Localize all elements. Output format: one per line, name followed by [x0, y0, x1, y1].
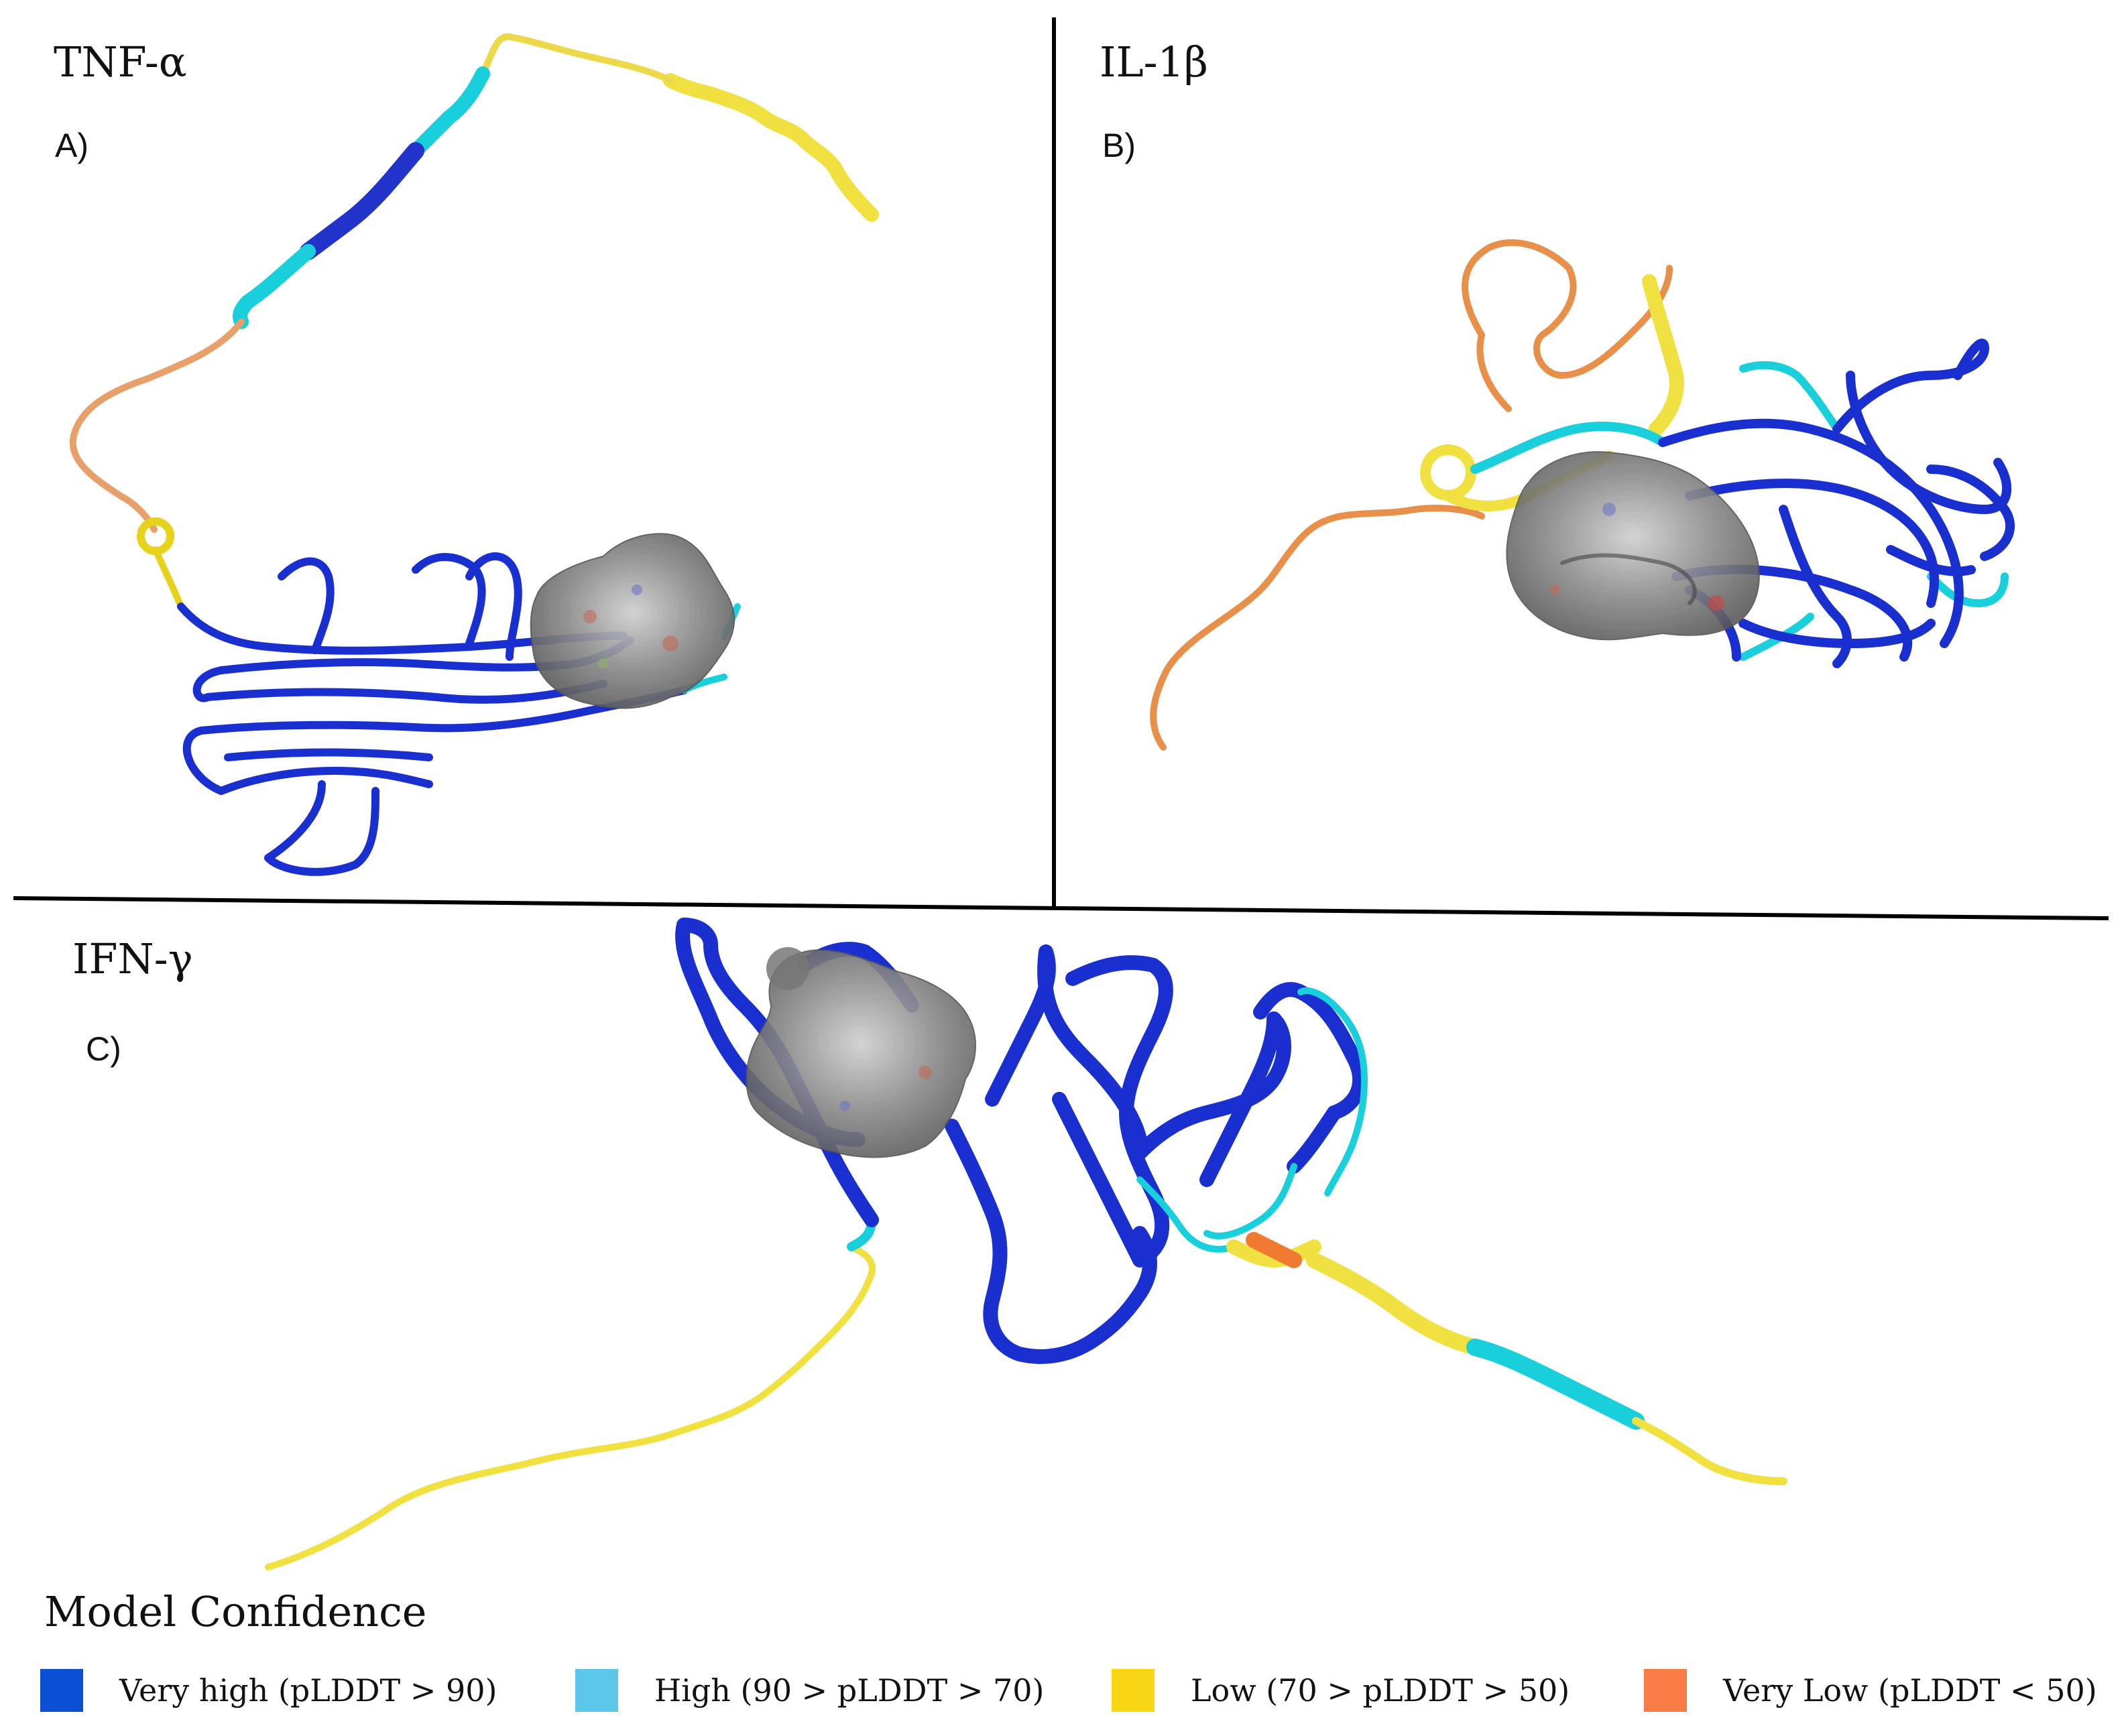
legend-item-very-high: Very high (pLDDT > 90) [40, 1669, 497, 1712]
panel-label-c: C) [86, 1030, 121, 1068]
ifng-yellow-cterm [1632, 1417, 1787, 1485]
il-1beta-title: IL-1β [1100, 38, 1208, 86]
ifng-yellow-helix-b [1306, 1252, 1483, 1355]
ifn-gamma-title: IFN-γ [72, 934, 193, 983]
legend-label-very-high: Very high (pLDDT > 90) [119, 1672, 497, 1709]
ifng-structure [265, 918, 1787, 1570]
ifng-orange-segment [1246, 1232, 1302, 1268]
panel-label-a: A) [55, 127, 88, 164]
il1b-yellow-coil [1420, 444, 1476, 501]
legend-swatch-high [575, 1669, 618, 1712]
il1b-orange-loop-top [1462, 239, 1673, 379]
tnf-helix-yellow [663, 73, 879, 222]
tnf-alpha-title: TNF-α [54, 38, 187, 86]
legend-swatch-very-low [1644, 1669, 1687, 1712]
legend-label-high: High (90 > pLDDT > 70) [654, 1672, 1045, 1709]
legend-swatch-low [1112, 1669, 1155, 1712]
ifng-yellow-tail [265, 1243, 876, 1570]
legend-label-low: Low (70 > pLDDT > 50) [1191, 1672, 1570, 1709]
legend-item-high: High (90 > pLDDT > 70) [575, 1669, 1045, 1712]
il1b-structure [1150, 239, 2015, 751]
legend-item-very-low: Very Low (pLDDT < 50) [1644, 1669, 2097, 1712]
tnf-link-yellow [152, 546, 184, 610]
ifng-yellow-helix-a [1226, 1239, 1321, 1267]
il1b-yellow-helix [1642, 274, 1684, 436]
tnf-ligand-surface [530, 533, 735, 709]
tnf-helix-blue [300, 142, 424, 260]
il1b-orange-tail [1150, 505, 1485, 751]
tnf-loop-orange [69, 318, 245, 533]
legend-label-very-low: Very Low (pLDDT < 50) [1723, 1672, 2097, 1709]
legend-swatch-very-high [40, 1669, 83, 1712]
legend-title: Model Confidence [44, 1587, 427, 1636]
legend-item-low: Low (70 > pLDDT > 50) [1112, 1669, 1570, 1712]
tnf-helix-cyan-mid [233, 244, 316, 329]
ifng-cyan-helix [1466, 1339, 1645, 1430]
tnf-helix-cyan-top [408, 66, 490, 158]
tnf-alpha-structure [69, 33, 879, 876]
il1b-cyan-strands [1470, 422, 1667, 474]
ifng-ligand-surface [746, 949, 976, 1158]
il1b-ligand-surface [1506, 451, 1760, 641]
ifng-cyan-loop [1297, 987, 1368, 1196]
panel-label-b: B) [1102, 127, 1136, 164]
horizontal-divider [13, 896, 2109, 920]
tnf-loop-yellow [479, 33, 674, 84]
